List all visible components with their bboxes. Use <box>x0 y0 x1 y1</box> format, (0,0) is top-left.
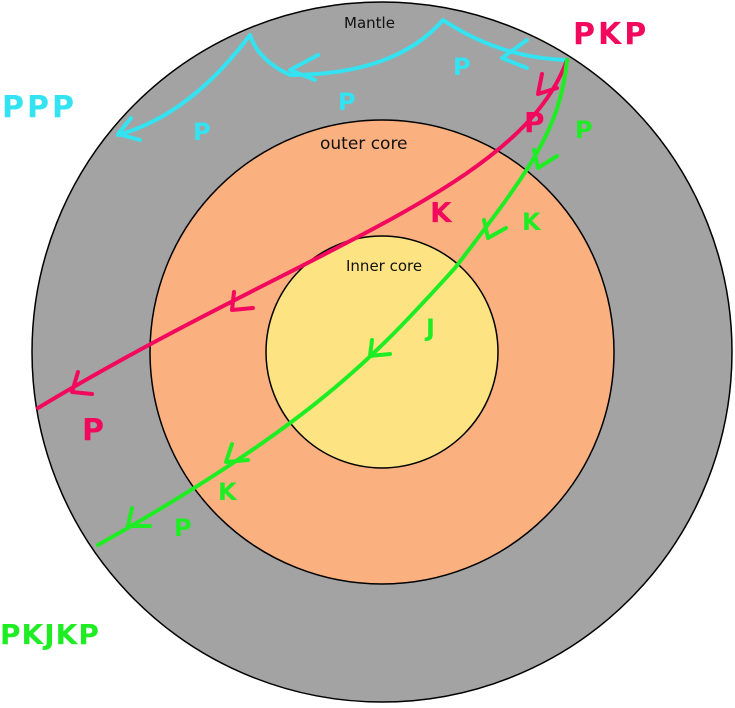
ppp-arrow-1 <box>500 38 529 70</box>
ppp-segment-label-1: P <box>453 53 471 81</box>
pkjkp-ray <box>96 58 569 547</box>
pkjkp-segment-label-1: P <box>575 116 593 144</box>
pkp-ray-path <box>36 58 569 410</box>
ppp-segment-label-2: P <box>338 88 356 116</box>
inner-core-layer <box>265 235 499 469</box>
pkjkp-segment-label-2: K <box>522 208 542 236</box>
pkjkp-arrow-2 <box>482 218 508 240</box>
ppp-arrow-3 <box>116 116 142 142</box>
ppp-ray <box>116 18 569 142</box>
pkjkp-segment-label-3: J <box>424 314 435 342</box>
pkp-arrow-3 <box>70 370 94 396</box>
pkp-arrow-1 <box>536 72 559 96</box>
ppp-segment-label-3: P <box>193 118 211 146</box>
pkjkp-segment-label-4: K <box>218 478 238 506</box>
pkjkp-arrow-1 <box>532 148 559 170</box>
pkjkp-ray-path <box>96 58 569 547</box>
pkjkp-segment-label-5: P <box>174 514 192 542</box>
pkjkp-arrow-4 <box>224 442 250 464</box>
pkjkp-arrow-5 <box>126 506 152 528</box>
pkp-segment-label-1: P <box>524 106 545 139</box>
pkp-ray-name: PKP <box>573 17 649 52</box>
outer-core-label: outer core <box>320 134 408 154</box>
pkp-segment-label-3: P <box>82 413 104 448</box>
pkp-segment-label-2: K <box>430 196 453 229</box>
ppp-arrow-2 <box>288 53 320 82</box>
inner-core-label: Inner core <box>346 257 422 275</box>
mantle-label: Mantle <box>344 14 395 32</box>
ppp-ray-name: PPP <box>2 90 77 125</box>
pkjkp-ray-name: PKJKP <box>0 618 100 651</box>
pkp-arrow-2 <box>230 290 255 312</box>
pkp-ray <box>36 58 569 410</box>
pkjkp-arrow-3 <box>368 338 392 358</box>
